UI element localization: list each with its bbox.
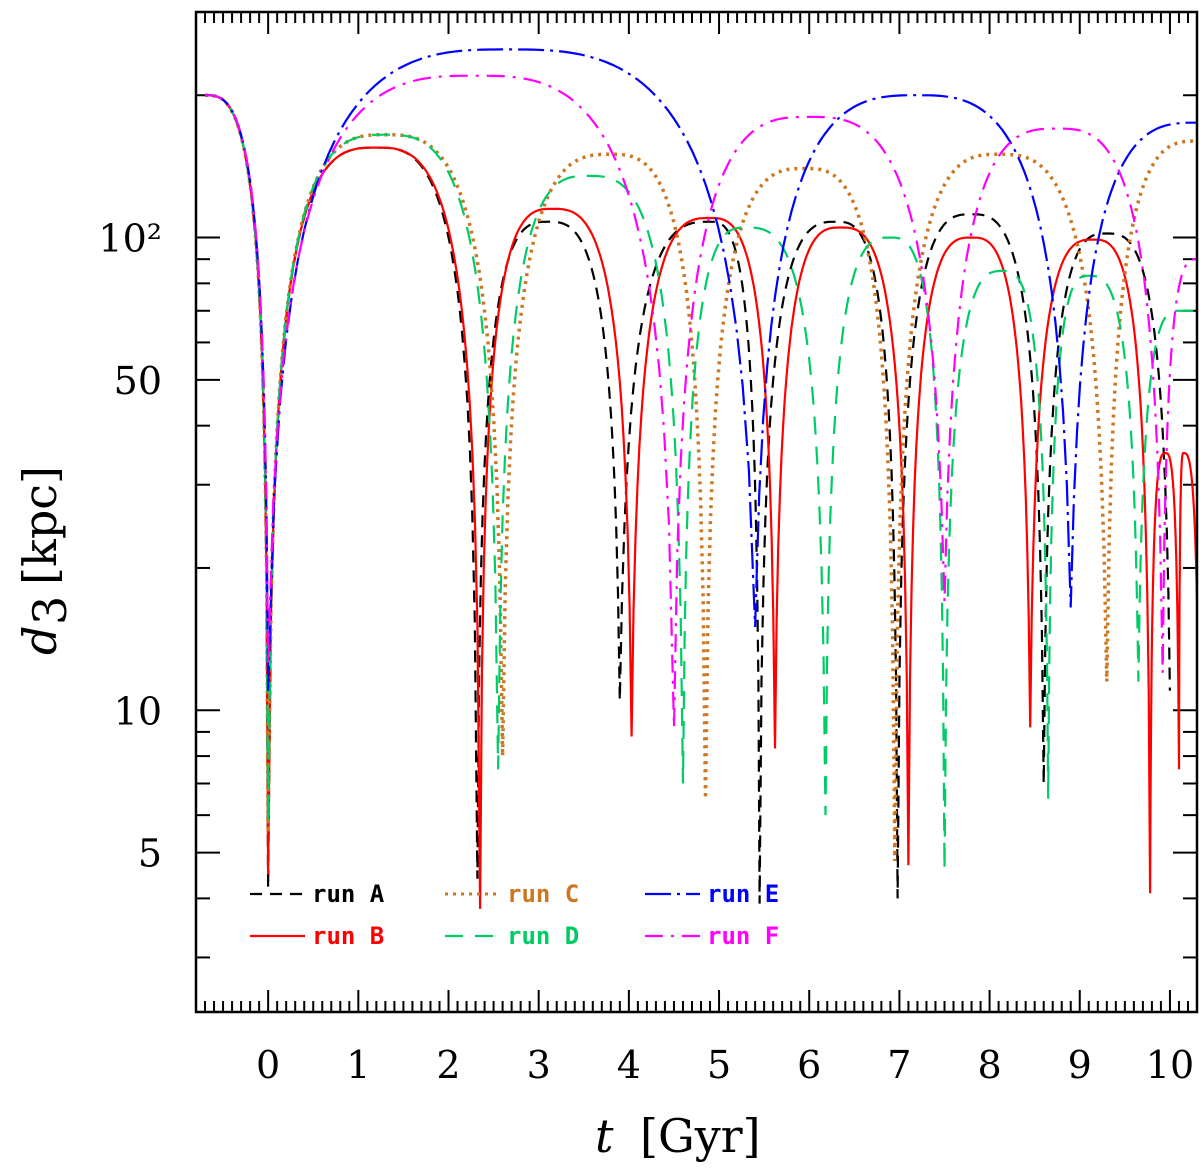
x-tick-label: 3 <box>527 1043 551 1087</box>
y-tick-label: 50 <box>114 359 162 403</box>
series-line-run-f <box>205 74 1197 728</box>
legend-label: run A <box>312 880 385 908</box>
labels-layer: 0 1 2 3 4 5 6 7 8 9 10 5 10 50 10² <box>98 217 1194 1087</box>
series-line-run-e <box>205 48 1197 691</box>
x-axis-label: t [Gyr] <box>595 1109 761 1163</box>
legend-label: run D <box>507 922 579 950</box>
legend-label: run F <box>707 922 779 950</box>
plot-frame <box>194 10 1199 1014</box>
y-axis-label: d 3 [kpc] <box>13 466 77 655</box>
x-tick-label: 7 <box>887 1043 911 1087</box>
series-line-run-a <box>205 94 1171 904</box>
x-tick-label: 1 <box>346 1043 370 1087</box>
legend-label: run B <box>312 922 384 950</box>
x-axis-label-unit: [Gyr] <box>640 1109 761 1163</box>
x-tick-label: 8 <box>977 1043 1001 1087</box>
y-axis-label-unit: [kpc] <box>13 466 67 585</box>
y-tick-label: 5 <box>138 832 162 876</box>
x-tick-label: 4 <box>617 1043 641 1087</box>
legend-label: run C <box>507 880 579 908</box>
series-line-run-d <box>205 94 1197 870</box>
y-tick-label: 10² <box>98 217 162 261</box>
x-tick-label: 0 <box>256 1043 280 1087</box>
legend-label: run E <box>707 880 779 908</box>
y-axis-label-subscript: 3 <box>23 596 77 625</box>
y-axis-label-var: d <box>13 626 67 655</box>
legend: run A run B run C run D run E run F <box>250 880 779 950</box>
series-line-run-b <box>205 94 1199 909</box>
x-tick-label: 6 <box>797 1043 821 1087</box>
x-tick-label: 10 <box>1146 1043 1194 1087</box>
x-tick-label: 9 <box>1068 1043 1092 1087</box>
y-tick-label: 10 <box>114 689 162 733</box>
x-tick-label: 5 <box>707 1043 731 1087</box>
ticks-layer <box>195 11 1198 1012</box>
x-tick-label: 2 <box>436 1043 460 1087</box>
x-axis-label-var: t <box>595 1109 614 1163</box>
series-layer <box>205 48 1199 909</box>
